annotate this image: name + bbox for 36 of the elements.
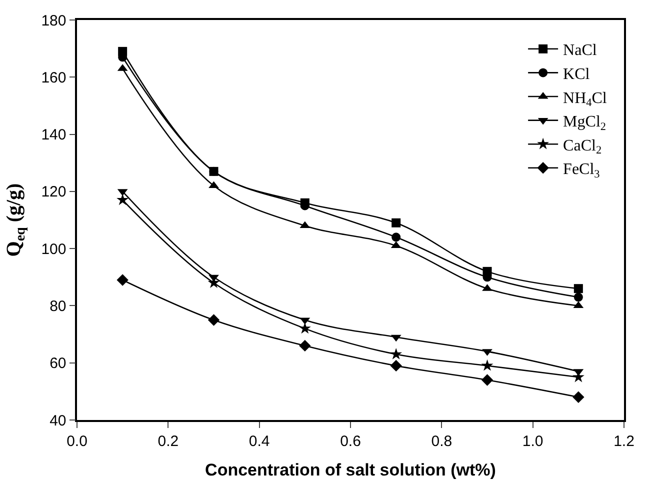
x-tick-label: 0.8 [431, 432, 452, 450]
point [390, 348, 402, 360]
y-tick-label: 160 [41, 69, 66, 86]
x-tick-label: 0.6 [340, 432, 361, 450]
point [116, 194, 129, 206]
point [298, 322, 311, 334]
point [392, 218, 401, 228]
x-tick-label: 1.0 [522, 432, 544, 450]
x-tick-label: 0.0 [66, 432, 88, 450]
y-tick-label: 100 [41, 240, 66, 258]
point [574, 284, 583, 294]
legend-label: MgCl$_{2}$ [563, 114, 606, 133]
point [299, 340, 311, 352]
x-tick-label: 0.4 [248, 432, 270, 450]
x-tick-label: 0.2 [158, 432, 179, 450]
point [481, 359, 494, 371]
legend-label: FeCl$_{3}$ [563, 161, 600, 180]
point [390, 360, 402, 372]
legend-label: CaCl$_{2}$ [563, 137, 602, 157]
point [116, 274, 128, 286]
x-tick-label: 1.2 [614, 432, 634, 450]
y-tick-label: 80 [50, 298, 66, 315]
y-tick-label: 60 [50, 355, 66, 372]
legend-label: KCl [563, 66, 590, 83]
y-tick-label: 140 [41, 126, 66, 144]
point [208, 314, 220, 326]
point [392, 232, 401, 242]
point [572, 391, 584, 403]
legend-label: NaCl [563, 42, 598, 60]
x-axis-title: Concentration of salt solution (wt%) [205, 460, 496, 480]
y-tick-label: 40 [50, 412, 66, 430]
point [481, 374, 494, 386]
y-tick-label: 120 [41, 184, 66, 201]
legend-label: NH$_{4}$Cl [563, 90, 608, 110]
point [574, 292, 583, 302]
y-tick-label: 180 [41, 12, 66, 30]
